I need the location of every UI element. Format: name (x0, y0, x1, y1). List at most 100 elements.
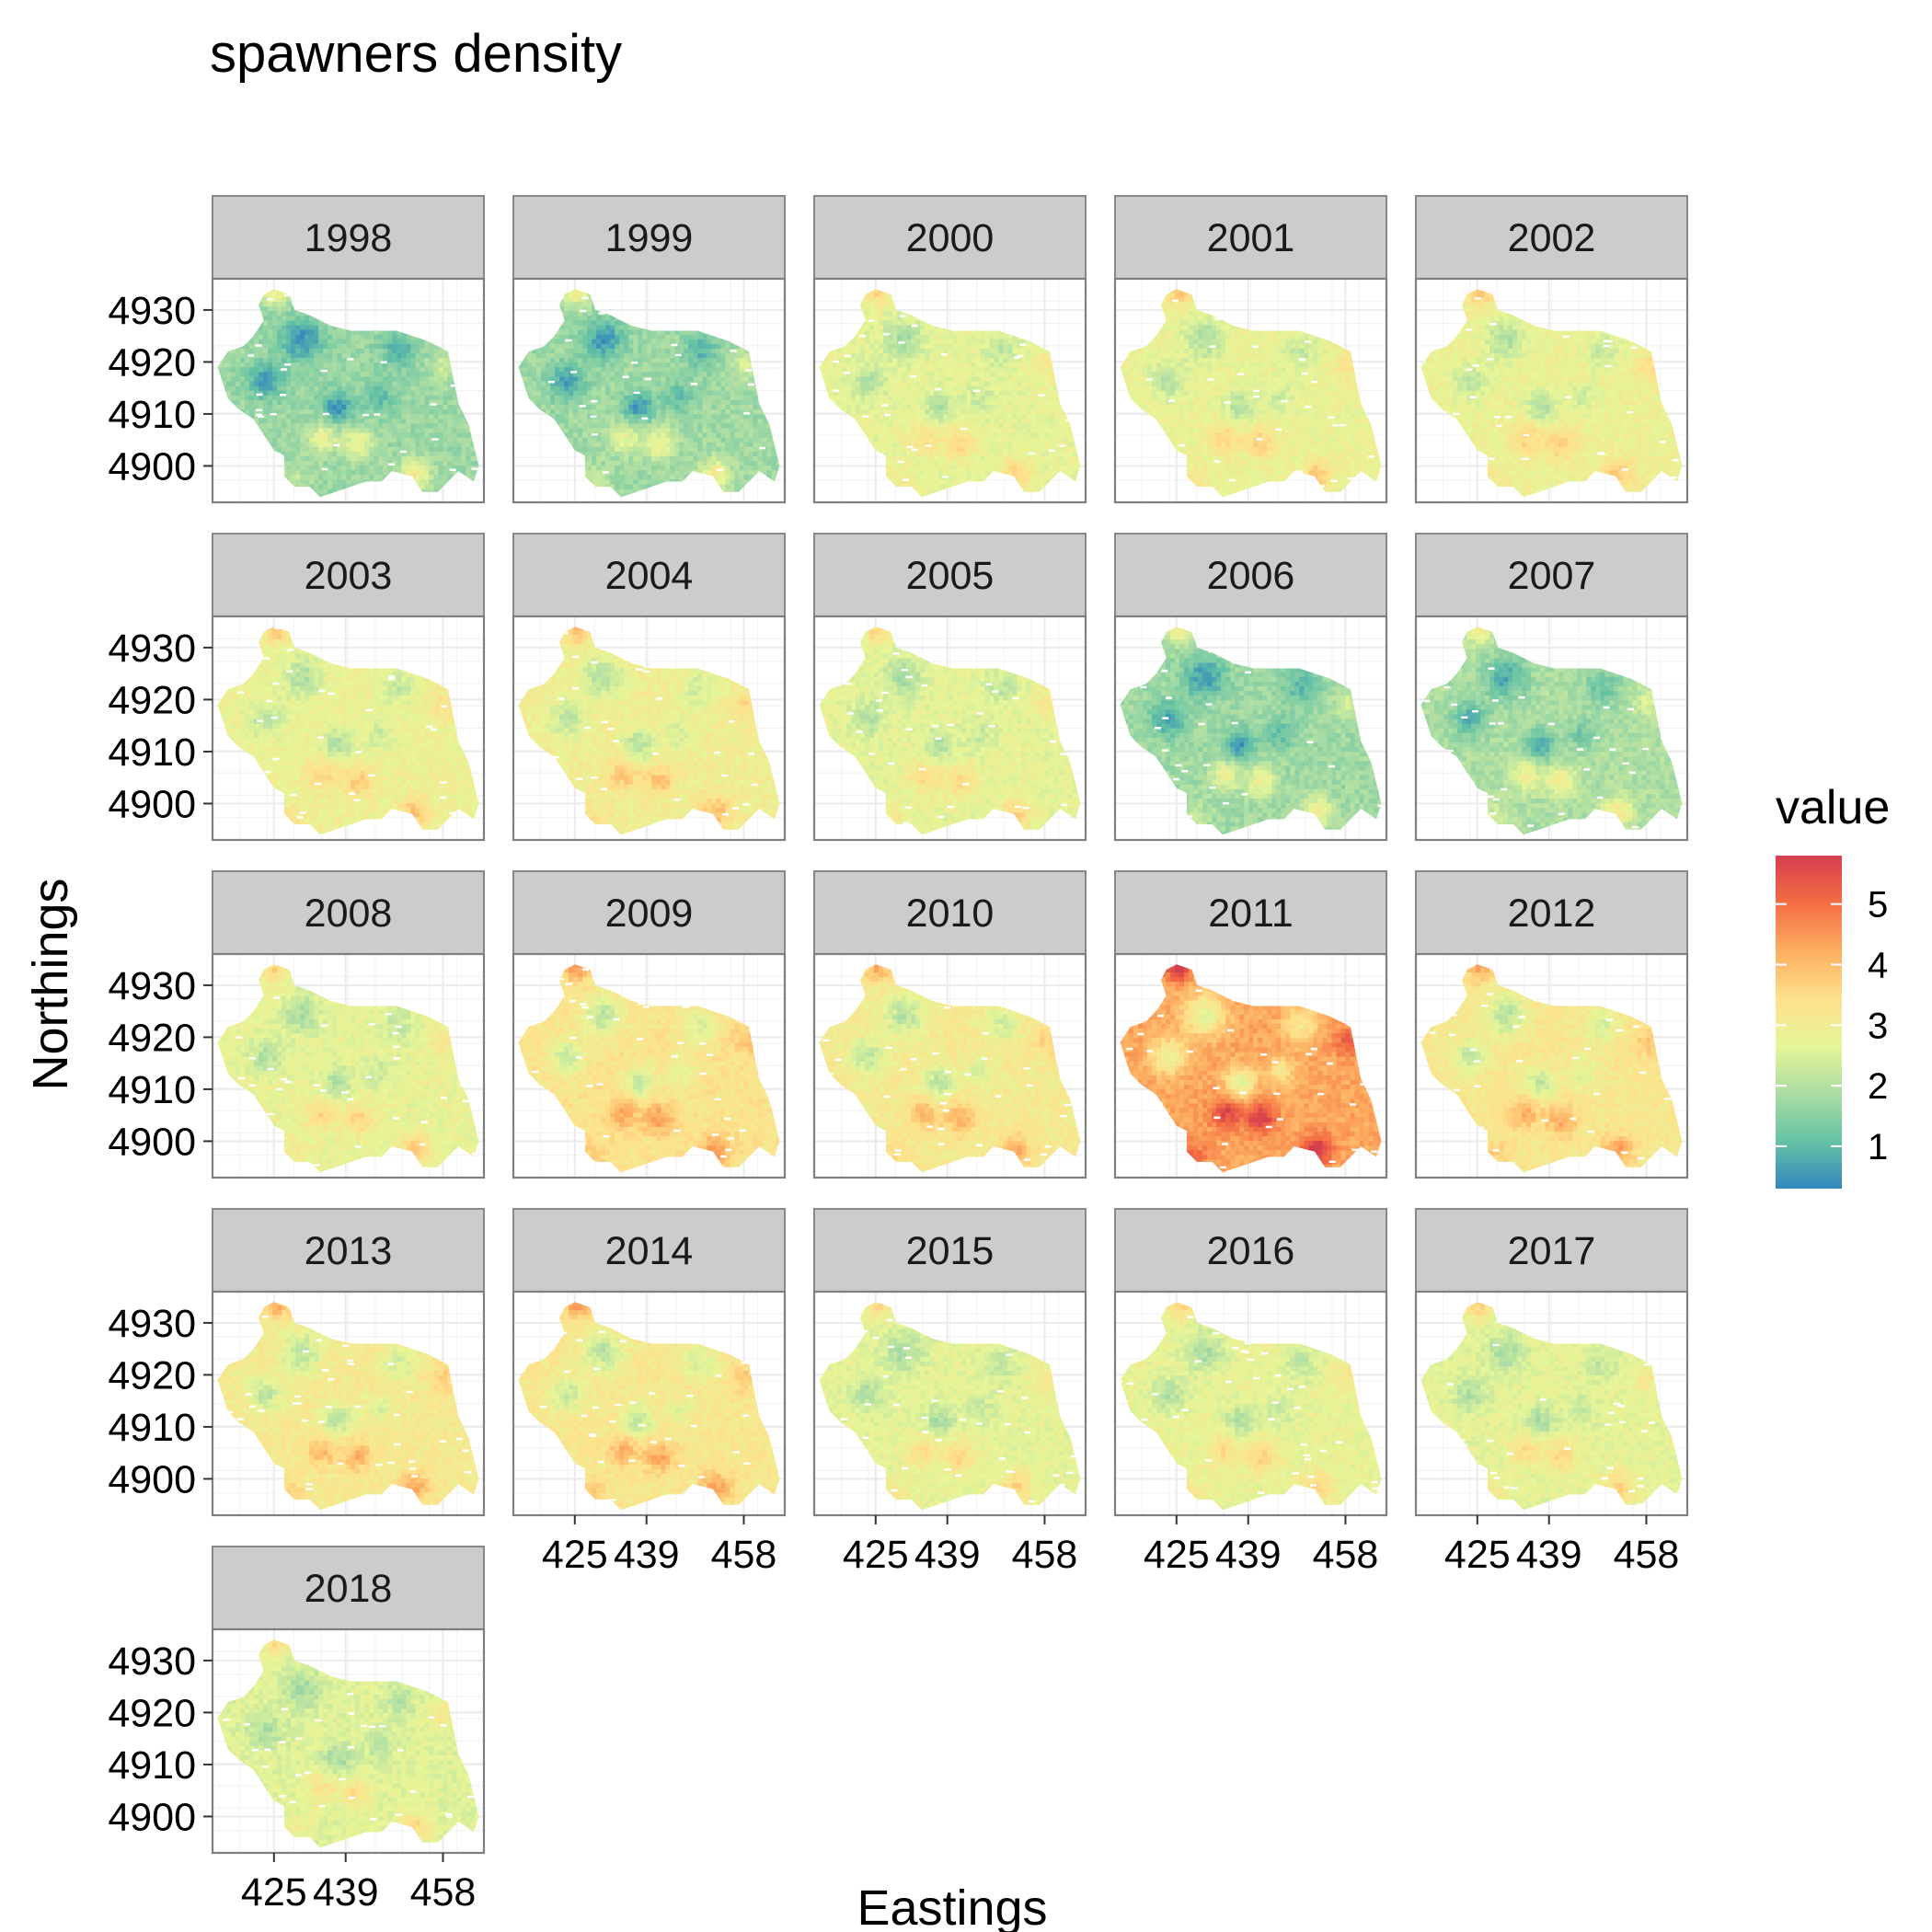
density-cell (559, 408, 565, 414)
density-cell (601, 381, 606, 386)
density-cell (684, 437, 689, 443)
density-cell (401, 376, 407, 382)
density-cell (286, 469, 292, 475)
density-cell (429, 408, 434, 414)
density-cell (656, 372, 661, 377)
data-gap (323, 413, 329, 416)
density-cell (397, 348, 402, 353)
density-cell (684, 362, 689, 367)
density-cell (383, 408, 388, 414)
density-cell (406, 432, 411, 438)
density-cell (332, 399, 338, 405)
density-cell (559, 399, 565, 405)
density-cell (415, 446, 420, 452)
density-cell (638, 479, 643, 485)
density-cell (546, 408, 551, 414)
density-cell (355, 376, 361, 382)
density-cell (420, 475, 425, 480)
density-cell (328, 343, 333, 349)
density-cell (401, 343, 407, 349)
density-cell (332, 469, 338, 475)
density-cell (674, 413, 680, 419)
density-cell (665, 339, 671, 344)
density-cell (346, 442, 351, 447)
density-cell (587, 305, 592, 311)
density-cell (236, 362, 241, 367)
density-cell (610, 442, 615, 447)
density-cell (392, 395, 397, 400)
density-cell (647, 367, 652, 373)
density-cell (240, 357, 246, 362)
density-cell (300, 334, 305, 339)
density-cell (268, 428, 273, 433)
density-cell (397, 395, 402, 400)
density-cell (443, 381, 449, 386)
density-cell (364, 357, 370, 362)
density-cell (564, 357, 569, 362)
density-cell (309, 451, 315, 456)
density-cell (605, 343, 611, 349)
density-cell (582, 446, 588, 452)
density-cell (592, 428, 597, 433)
density-cell (272, 442, 278, 447)
density-cell (291, 311, 296, 316)
density-cell (578, 339, 583, 344)
density-cell (605, 381, 611, 386)
density-cell (249, 381, 255, 386)
density-cell (300, 446, 305, 452)
density-cell (401, 399, 407, 405)
density-cell (434, 446, 440, 452)
density-cell (415, 390, 420, 396)
density-cell (439, 451, 444, 456)
density-cell (245, 372, 250, 377)
density-cell (314, 413, 319, 419)
density-cell (272, 343, 278, 349)
density-cell (355, 413, 361, 419)
facet-plot-area (513, 278, 786, 503)
data-gap (450, 468, 456, 471)
density-cell (661, 408, 666, 414)
density-cell (341, 437, 347, 443)
density-cell (415, 408, 420, 414)
density-cell (364, 446, 370, 452)
density-cell (619, 437, 625, 443)
density-cell (318, 325, 324, 330)
density-cell (254, 339, 259, 344)
density-cell (360, 334, 365, 339)
density-cell (605, 419, 611, 424)
density-cell (360, 357, 365, 362)
density-cell (633, 348, 638, 353)
density-cell (309, 390, 315, 396)
density-cell (397, 367, 402, 373)
density-cell (592, 395, 597, 400)
density-cell (314, 484, 319, 489)
density-cell (406, 460, 411, 466)
density-cell (615, 372, 620, 377)
density-cell (254, 376, 259, 382)
density-cell (254, 381, 259, 386)
density-cell (702, 451, 707, 456)
density-cell (633, 437, 638, 443)
density-cell (619, 446, 625, 452)
density-cell (245, 404, 250, 409)
density-cell (314, 404, 319, 409)
density-cell (466, 446, 472, 452)
density-cell (587, 465, 592, 470)
density-cell (374, 460, 379, 466)
density-cell (550, 357, 556, 362)
density-cell (286, 367, 292, 373)
density-cell (462, 460, 467, 466)
density-cell (679, 372, 684, 377)
density-cell (564, 343, 569, 349)
density-cell (569, 381, 574, 386)
density-cell (615, 362, 620, 367)
density-cell (332, 460, 338, 466)
density-cell (582, 408, 588, 414)
density-cell (578, 395, 583, 400)
density-cell (605, 465, 611, 470)
density-cell (300, 343, 305, 349)
density-cell (245, 395, 250, 400)
density-cell (434, 465, 440, 470)
